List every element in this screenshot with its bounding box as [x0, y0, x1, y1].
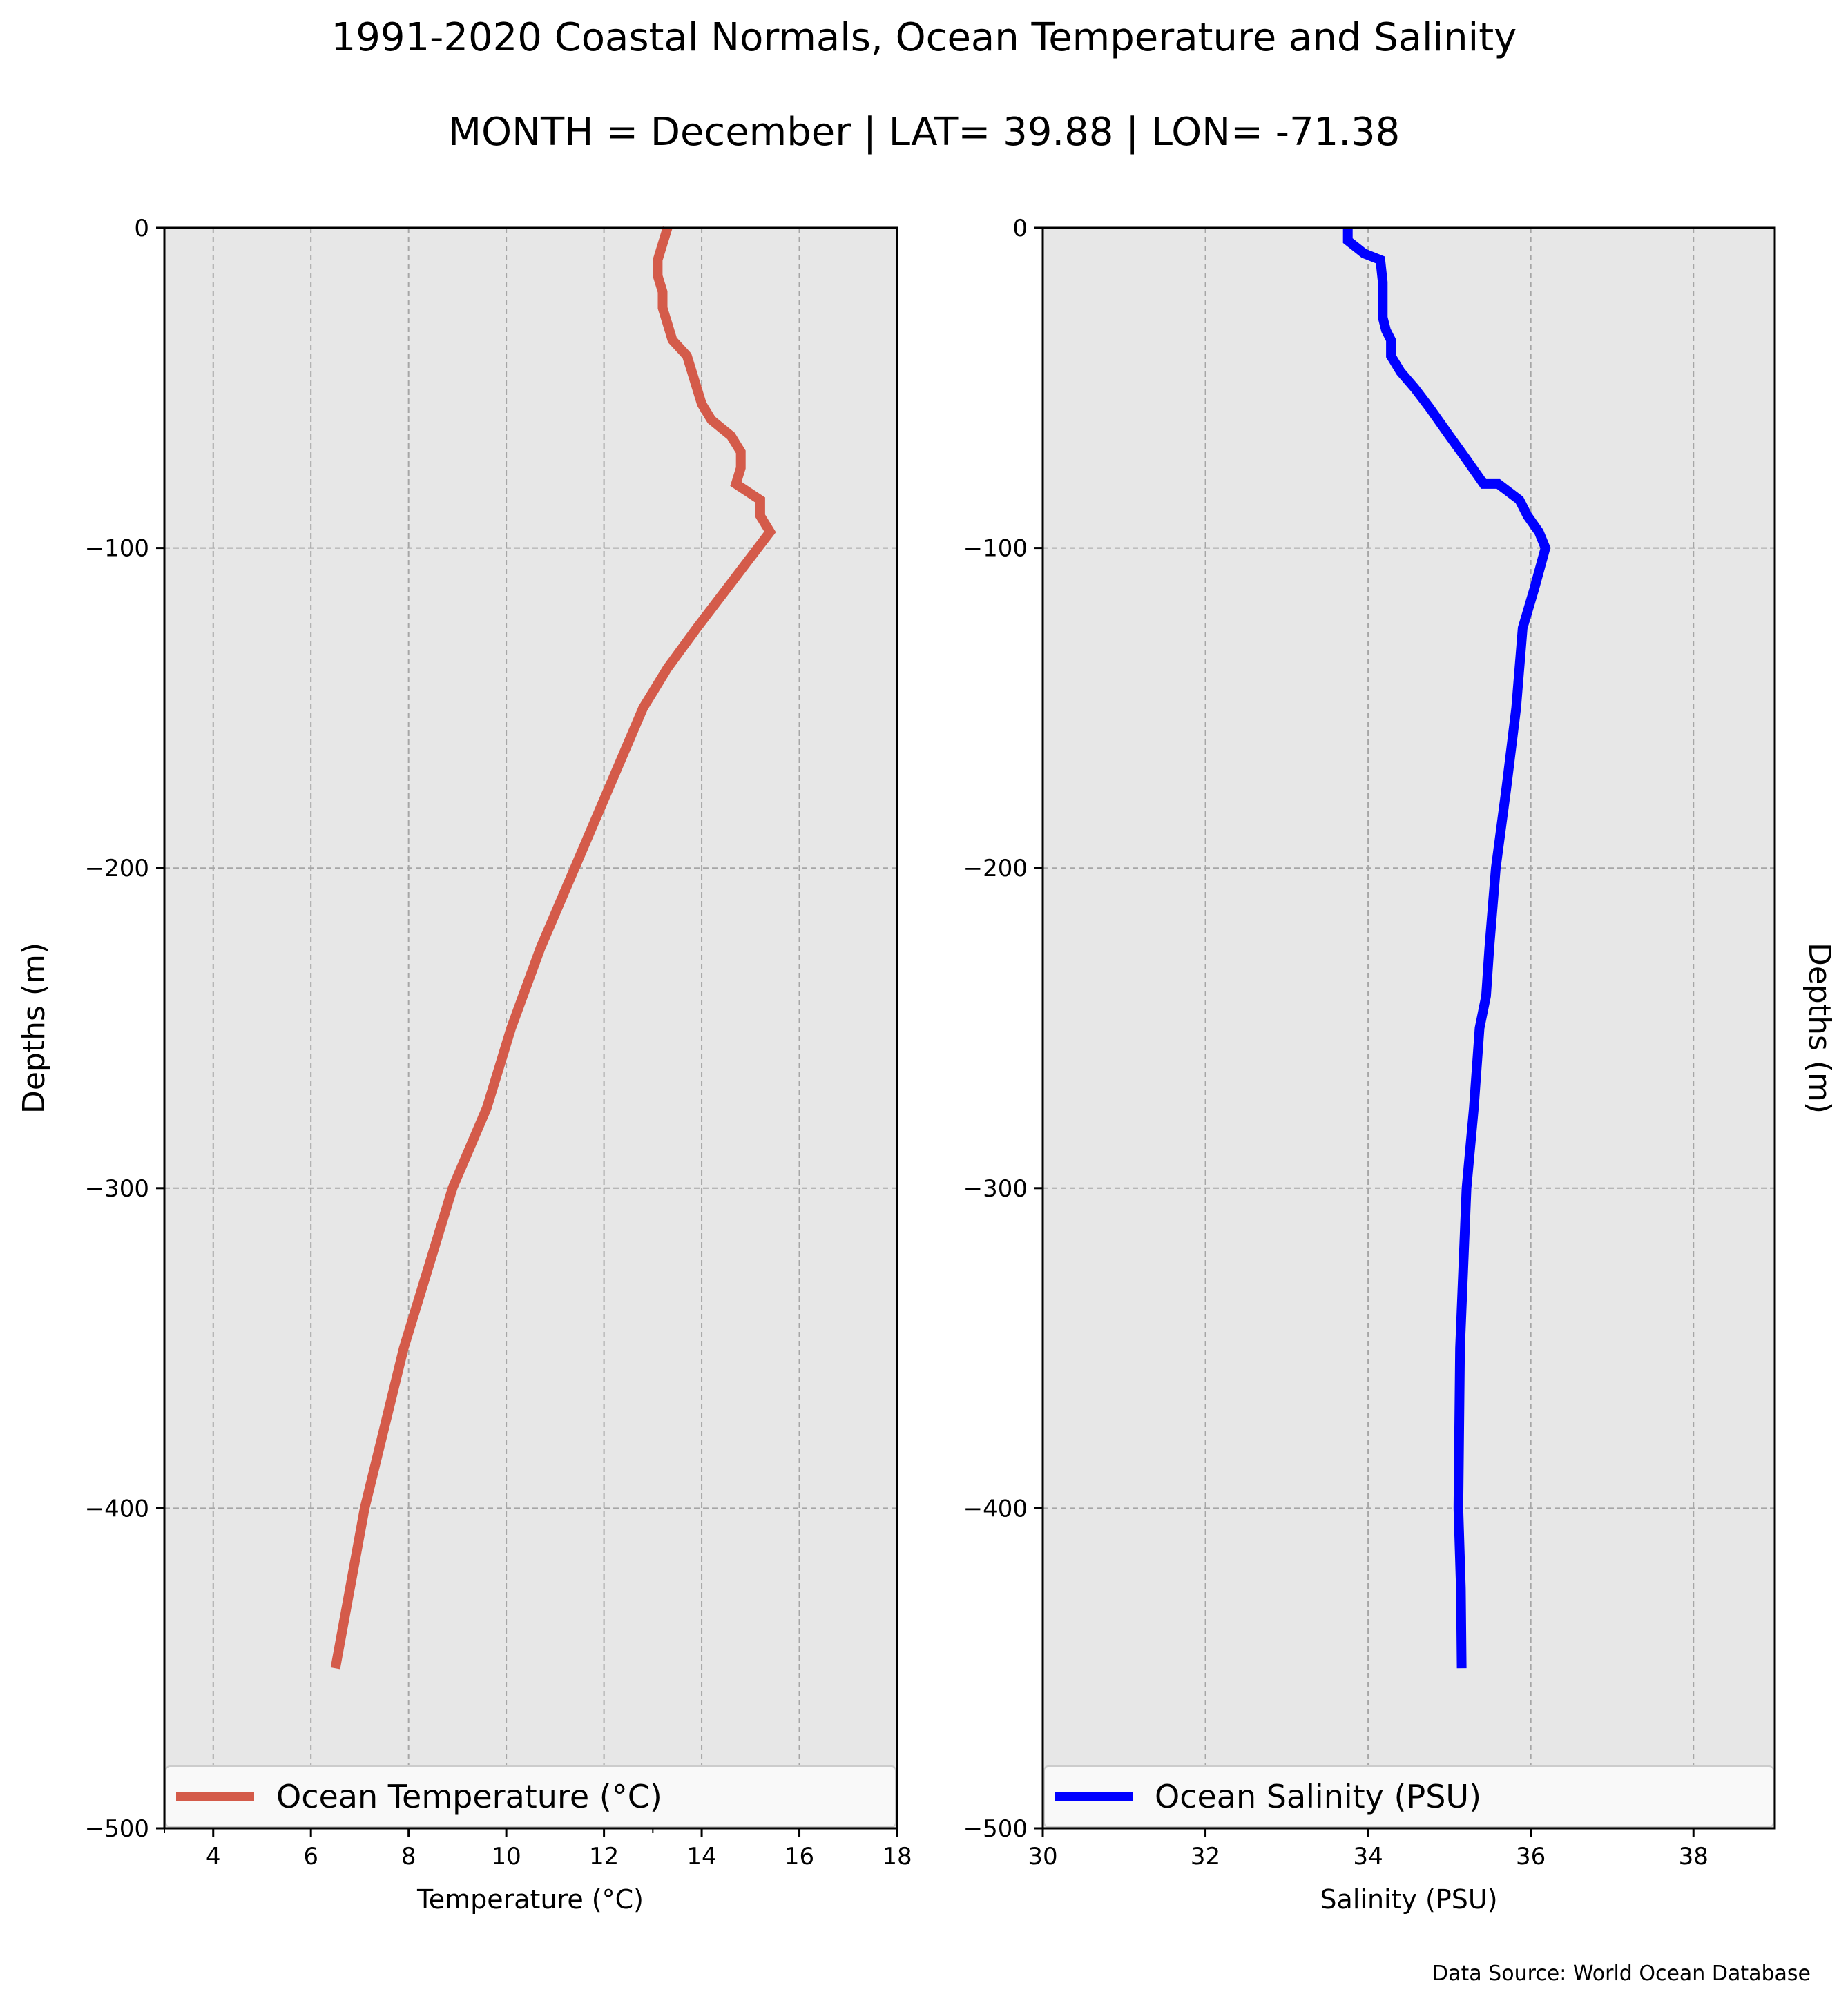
temperature-x-tick-label: 10 [492, 1843, 521, 1870]
temperature-panel: Ocean Temperature (°C) 4 6 8 10 12 14 16 18 0 −10… [17, 215, 912, 1915]
temperature-y-tick-label: −200 [85, 855, 149, 882]
temperature-y-tick-label: 0 [134, 215, 149, 242]
salinity-x-tick-label: 30 [1028, 1843, 1057, 1870]
temperature-y-tick-label: −400 [85, 1495, 149, 1522]
temperature-y-tick-label: −500 [85, 1815, 149, 1843]
temperature-y-tick-label: −300 [85, 1175, 149, 1203]
salinity-y-tick-label: 0 [1012, 215, 1028, 242]
salinity-plot-frame [1041, 226, 1776, 1830]
salinity-y-tick-label: −200 [963, 855, 1028, 882]
temperature-legend: Ocean Temperature (°C) [165, 1765, 896, 1828]
temperature-x-tick-label: 4 [206, 1843, 221, 1870]
salinity-x-tick-label: 36 [1516, 1843, 1546, 1870]
salinity-legend: Ocean Salinity (PSU) [1043, 1765, 1774, 1828]
right-y-axis-label: Depths (m) [1802, 942, 1837, 1114]
temperature-x-tick-label: 6 [303, 1843, 318, 1870]
temperature-x-tick-label: 14 [686, 1843, 716, 1870]
chart-title: 1991-2020 Coastal Normals, Ocean Tempera… [331, 15, 1517, 60]
salinity-plot-background [1043, 228, 1775, 1828]
salinity-grid [1043, 228, 1775, 1828]
temperature-legend-label: Ocean Temperature (°C) [276, 1778, 662, 1815]
salinity-y-tick-label: −500 [963, 1815, 1028, 1843]
temperature-x-tick-label: 16 [785, 1843, 814, 1870]
temperature-legend-box [165, 1765, 896, 1828]
salinity-y-tick-label: −300 [963, 1175, 1028, 1203]
temperature-axis-ticks: 4 6 8 10 12 14 16 18 0 −100 −200 −300 −400 −500 [85, 215, 912, 1870]
salinity-x-tick-label: 38 [1679, 1843, 1709, 1870]
chart-subtitle: MONTH = December | LAT= 39.88 | LON= -71… [448, 110, 1401, 155]
temperature-y-tick-label: −100 [85, 535, 149, 563]
salinity-legend-box [1043, 1765, 1774, 1828]
data-source-footer: Data Source: World Ocean Database [1432, 1962, 1811, 1986]
temperature-profile-line [330, 226, 776, 1670]
temperature-x-tick-label: 18 [882, 1843, 912, 1870]
temperature-x-tick-label: 12 [589, 1843, 619, 1870]
salinity-profile-line [1342, 228, 1551, 1669]
salinity-y-tick-label: −400 [963, 1495, 1028, 1522]
temperature-plot-background [164, 228, 897, 1828]
salinity-y-tick-label: −100 [963, 535, 1028, 563]
temperature-x-tick-label: 8 [401, 1843, 416, 1870]
salinity-x-tick-label: 34 [1353, 1843, 1383, 1870]
temperature-plot-frame [163, 226, 898, 1830]
salinity-x-axis-label: Salinity (PSU) [1320, 1884, 1497, 1915]
temperature-x-axis-label: Temperature (°C) [416, 1884, 644, 1915]
salinity-panel: Ocean Salinity (PSU) 30 32 34 36 38 0 −100 −200… [963, 215, 1837, 1915]
salinity-legend-label: Ocean Salinity (PSU) [1155, 1778, 1481, 1815]
left-y-axis-label: Depths (m) [17, 942, 52, 1114]
salinity-x-tick-label: 32 [1191, 1843, 1220, 1870]
salinity-axis-ticks: 30 32 34 36 38 0 −100 −200 −300 −400 −500 [963, 215, 1709, 1870]
